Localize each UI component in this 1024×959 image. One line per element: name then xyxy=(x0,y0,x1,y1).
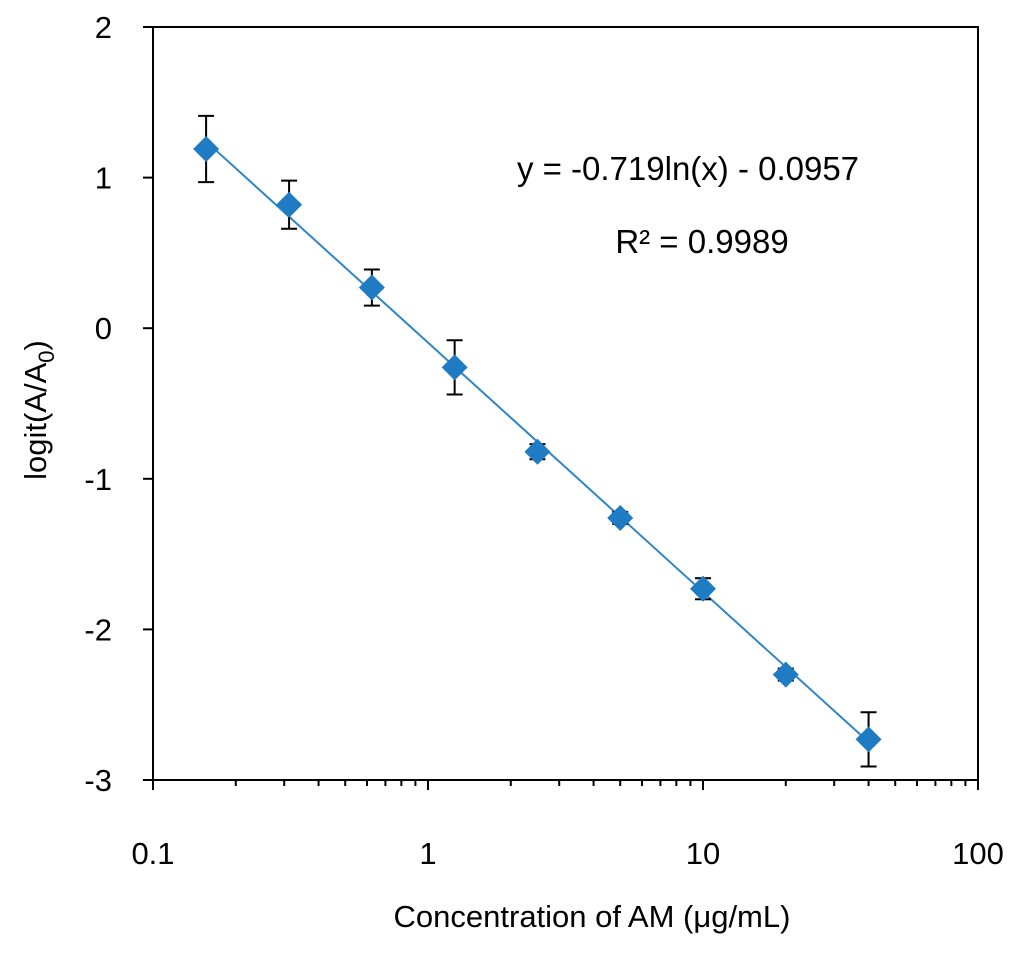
data-point xyxy=(358,274,385,301)
y-axis-title-main: logit(A/A xyxy=(18,362,53,479)
x-axis-title: Concentration of AM (μg/mL) xyxy=(394,899,791,934)
y-tick-label: 2 xyxy=(95,10,112,45)
data-point xyxy=(276,191,303,218)
data-point xyxy=(772,661,799,688)
data-point xyxy=(690,575,716,602)
y-axis-title-close: ) xyxy=(18,340,53,350)
y-tick-label: -3 xyxy=(84,763,112,798)
data-points xyxy=(193,135,882,753)
data-point xyxy=(441,354,468,381)
x-tick-label: 0.1 xyxy=(131,836,174,871)
y-tick-label: 0 xyxy=(95,311,112,346)
data-point xyxy=(855,726,882,753)
y-tick-label: -2 xyxy=(84,612,112,647)
y-axis-title: logit(A/A0) xyxy=(18,340,59,480)
x-tick-label: 10 xyxy=(686,836,720,871)
data-point xyxy=(607,504,634,531)
trendline-equation: y = -0.719ln(x) - 0.0957 xyxy=(517,150,859,187)
data-point xyxy=(193,135,220,162)
r-squared-label: R² = 0.9989 xyxy=(615,223,788,260)
data-point xyxy=(524,438,551,465)
y-tick-label: -1 xyxy=(84,462,112,497)
y-axis-title-subscript: 0 xyxy=(34,350,59,362)
plot-frame xyxy=(152,26,979,781)
y-tick-label: 1 xyxy=(95,161,112,196)
x-tick-label: 1 xyxy=(419,836,436,871)
x-tick-label: 100 xyxy=(952,836,1004,871)
axis-ticks xyxy=(143,26,979,790)
